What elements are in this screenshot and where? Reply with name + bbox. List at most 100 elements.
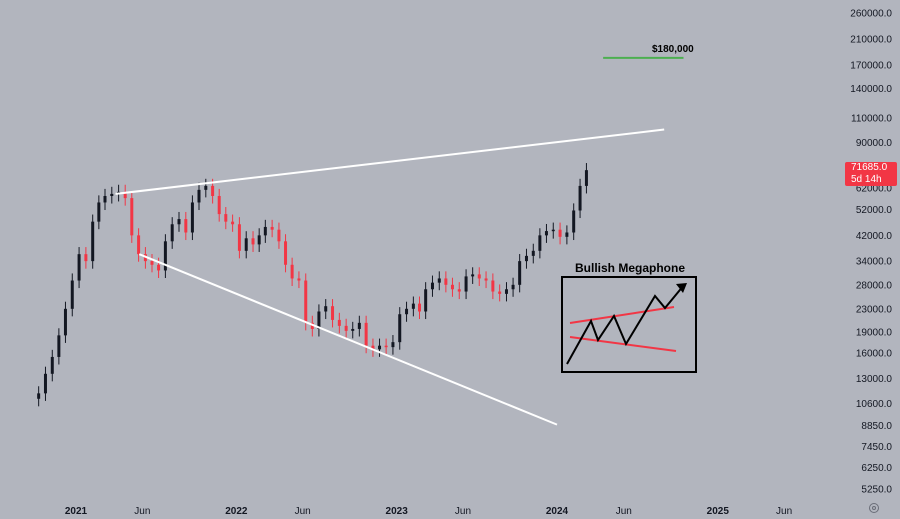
candle-body [364, 322, 368, 346]
candle-body [411, 303, 415, 309]
time-tick-label: Jun [295, 506, 311, 517]
price-tick-label: 6250.0 [861, 463, 892, 474]
candle-body [263, 226, 267, 236]
candle-body [237, 224, 241, 251]
candle-body [437, 278, 441, 283]
candle-body [63, 308, 67, 336]
target-price-label: $180,000 [652, 44, 694, 55]
time-tick-label: 2023 [386, 506, 409, 517]
candle-body [558, 229, 562, 237]
megaphone-upper-line [569, 306, 675, 324]
time-tick-label: 2021 [65, 506, 88, 517]
candle-body [471, 274, 475, 277]
candle-body [284, 241, 288, 265]
candle-body [418, 303, 422, 312]
candle-body [538, 235, 542, 251]
candle-body [177, 219, 181, 225]
price-tick-label: 8850.0 [861, 421, 892, 432]
candle-body [103, 195, 107, 203]
candle-body [384, 345, 388, 348]
candle-body [331, 306, 335, 320]
candle-body [84, 254, 88, 262]
settings-gear-icon[interactable] [868, 502, 880, 514]
price-tick-label: 210000.0 [850, 35, 892, 46]
candle-body [337, 319, 341, 326]
megaphone-lower-line [569, 336, 677, 352]
candle-body [197, 189, 201, 203]
price-tick-label: 23000.0 [856, 304, 893, 315]
candle-body [97, 202, 101, 222]
candle-body [518, 261, 522, 285]
price-tick-label: 19000.0 [856, 328, 893, 339]
price-tick-label: 13000.0 [856, 374, 893, 385]
pattern-title: Bullish Megaphone [575, 261, 686, 275]
candle-body [317, 311, 321, 329]
candle-body [357, 322, 361, 329]
candle-body [204, 185, 208, 190]
candle-body [378, 345, 382, 350]
megaphone-diagram [566, 283, 687, 365]
candle-body [464, 276, 468, 292]
upper-resistance-trendline[interactable] [115, 128, 665, 195]
price-tick-label: 110000.0 [851, 113, 892, 124]
megaphone-arrowhead [676, 283, 687, 293]
candle-body [130, 198, 134, 236]
candle-body [565, 232, 569, 237]
candle-countdown: 5d 14h [851, 174, 882, 185]
lower-support-trendline[interactable] [138, 253, 558, 426]
time-axis: 2021 Jun 2022 Jun 2023 Jun 2024 Jun 2025 Jun [65, 506, 792, 517]
candle-body [405, 308, 409, 315]
price-tick-label: 10600.0 [856, 399, 893, 410]
candle-body [37, 393, 41, 399]
candle-body [270, 226, 274, 230]
candle-body [498, 291, 502, 294]
candle-body [351, 328, 355, 331]
candle-body [344, 325, 348, 331]
candle-body [57, 335, 61, 357]
candle-body [444, 278, 448, 285]
candle-body [391, 342, 395, 348]
candle-body [484, 278, 488, 281]
candle-body [584, 170, 588, 186]
current-price-value: 71685.0 [851, 162, 888, 173]
price-tick-label: 5250.0 [861, 485, 892, 496]
price-tick-label: 62000.0 [856, 183, 893, 194]
price-tick-label: 34000.0 [856, 257, 893, 268]
candle-body [457, 289, 461, 292]
price-tick-label: 260000.0 [850, 9, 892, 20]
candle-body [310, 322, 314, 329]
candle-body [190, 202, 194, 233]
candle-body [477, 274, 481, 279]
time-tick-label: Jun [134, 506, 150, 517]
candle-body [184, 219, 188, 233]
candle-body [91, 221, 95, 262]
candle-body [150, 261, 154, 265]
price-tick-label: 16000.0 [856, 349, 893, 360]
time-tick-label: 2022 [225, 506, 248, 517]
candle-body [77, 254, 81, 281]
time-tick-label: 2024 [546, 506, 569, 517]
price-tick-label: 28000.0 [856, 280, 893, 291]
time-tick-label: 2025 [707, 506, 730, 517]
candle-body [297, 278, 301, 281]
candle-body [123, 191, 127, 199]
candle-body [217, 195, 221, 215]
candle-body [163, 241, 167, 271]
candle-body [491, 280, 495, 292]
pattern-box [561, 276, 697, 373]
trendlines-layer [115, 56, 684, 426]
candle-body [70, 280, 74, 309]
price-axis: 260000.0 210000.0 170000.0 140000.0 110000.0… [850, 9, 892, 496]
candle-body [43, 373, 47, 394]
candle-body [251, 238, 255, 245]
price-tick-label: 90000.0 [856, 138, 893, 149]
price-tick-label: 52000.0 [856, 205, 893, 216]
candle-body [157, 264, 161, 271]
price-tick-label: 140000.0 [850, 84, 892, 95]
candle-body [244, 238, 248, 251]
candle-body [170, 224, 174, 242]
price-tick-label: 170000.0 [850, 60, 892, 71]
candle-body [137, 235, 141, 255]
